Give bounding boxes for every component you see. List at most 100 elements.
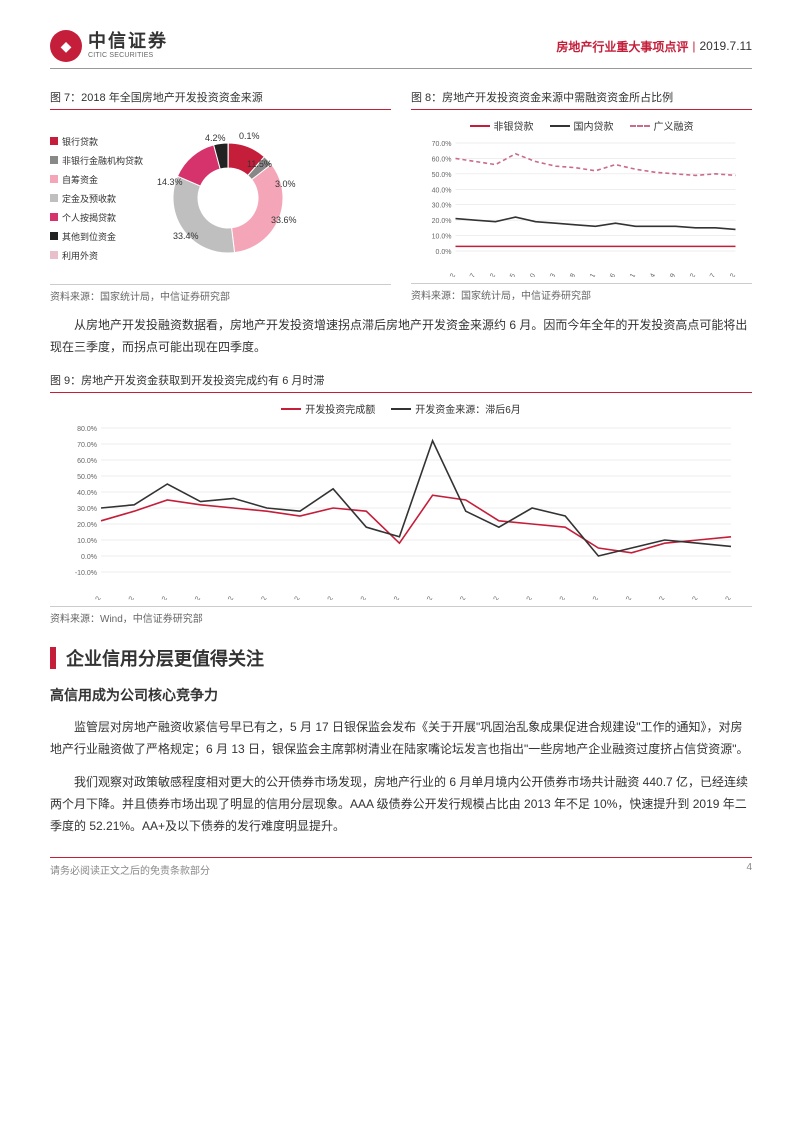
svg-text:-10.0%: -10.0% — [75, 570, 97, 577]
svg-text:1812: 1812 — [723, 272, 737, 277]
legend-item: 利用外资 — [50, 249, 143, 262]
svg-text:40.0%: 40.0% — [77, 490, 97, 497]
figure-7: 图 7：2018 年全国房地产开发投资资金来源 银行贷款非银行金融机构贷款自筹资… — [50, 89, 391, 303]
svg-text:10.0%: 10.0% — [77, 538, 97, 545]
page-header: 中信证券 CITIC SECURITIES 房地产行业重大事项点评 | 2019… — [50, 30, 752, 69]
svg-text:0202: 0202 — [155, 596, 169, 601]
svg-text:60.0%: 60.0% — [77, 458, 97, 465]
legend-item: 定金及预收款 — [50, 192, 143, 205]
legend-item: 自筹资金 — [50, 173, 143, 186]
svg-text:0102: 0102 — [122, 596, 136, 601]
donut-slice-label: 33.4% — [173, 231, 199, 241]
legend-item: 个人按揭贷款 — [50, 211, 143, 224]
page-footer: 请务必阅读正文之后的免责条款部分 4 — [50, 857, 752, 877]
donut-slice-label: 4.2% — [205, 133, 226, 143]
svg-text:0502: 0502 — [255, 596, 269, 601]
donut-slice-label: 33.6% — [271, 215, 297, 225]
svg-text:0002: 0002 — [89, 596, 103, 601]
svg-text:0.0%: 0.0% — [436, 249, 452, 256]
footer-disclaimer: 请务必阅读正文之后的免责条款部分 — [50, 862, 210, 877]
svg-text:20.0%: 20.0% — [77, 522, 97, 529]
header-separator: | — [692, 39, 695, 53]
svg-text:1802: 1802 — [683, 272, 697, 277]
svg-text:1902: 1902 — [719, 596, 733, 601]
svg-text:1602: 1602 — [619, 596, 633, 601]
section-bar-icon — [50, 647, 56, 669]
legend-item: 非银行金融机构贷款 — [50, 154, 143, 167]
svg-text:1312: 1312 — [483, 272, 497, 277]
svg-text:30.0%: 30.0% — [77, 506, 97, 513]
paragraph-1: 从房地产开发投融资数据看，房地产开发投资增速拐点滞后房地产开发资金来源约 6 月… — [50, 315, 752, 358]
svg-text:0702: 0702 — [321, 596, 335, 601]
fig8-source: 资料来源：国家统计局，中信证券研究部 — [411, 283, 752, 302]
donut-slice-label: 14.3% — [157, 177, 183, 187]
svg-text:1802: 1802 — [686, 596, 700, 601]
svg-text:1307: 1307 — [463, 272, 477, 277]
fig8-chart: 0.0% 10.0% 20.0% 30.0% 40.0% 50.0% 60.0% 70.0% 1… — [411, 137, 752, 277]
fig7-source: 资料来源：国家统计局，中信证券研究部 — [50, 284, 391, 303]
svg-text:10.0%: 10.0% — [432, 234, 452, 241]
fig9-chart: -10.0% 0.0% 10.0% 20.0% 30.0% 40.0% 50.0% 60.0%… — [50, 420, 752, 600]
fig7-donut: 11.5%3.0% 33.6% 33.4% 14.3% 4.2% 0.1% — [153, 123, 303, 273]
svg-text:1405: 1405 — [503, 272, 517, 277]
svg-text:1702: 1702 — [653, 596, 667, 601]
svg-text:1807: 1807 — [703, 272, 717, 277]
fig9-legend: 开发投资完成额 开发资金来源：滞后6月 — [50, 401, 752, 416]
donut-slice-label: 3.0% — [275, 179, 296, 189]
donut-slice-label: 0.1% — [239, 131, 260, 141]
page-number: 4 — [746, 862, 752, 877]
paragraph-3: 我们观察对政策敏感程度相对更大的公开债券市场发现，房地产行业的 6 月单月境内公… — [50, 772, 752, 837]
legend-item: 国内贷款 — [550, 118, 614, 133]
legend-item: 广义融资 — [630, 118, 694, 133]
svg-text:1502: 1502 — [586, 596, 600, 601]
svg-text:20.0%: 20.0% — [432, 218, 452, 225]
legend-item: 开发投资完成额 — [281, 401, 375, 416]
legend-item: 非银贷款 — [470, 118, 534, 133]
logo-text-en: CITIC SECURITIES — [88, 52, 168, 60]
svg-text:1402: 1402 — [553, 596, 567, 601]
header-title: 房地产行业重大事项点评 — [556, 38, 688, 55]
svg-text:1601: 1601 — [583, 272, 597, 277]
svg-text:30.0%: 30.0% — [432, 203, 452, 210]
legend-item: 其他到位资金 — [50, 230, 143, 243]
fig9-title: 图 9：房地产开发资金获取到开发投资完成约有 6 月时滞 — [50, 372, 752, 393]
svg-text:50.0%: 50.0% — [77, 474, 97, 481]
svg-text:1503: 1503 — [543, 272, 557, 277]
svg-text:70.0%: 70.0% — [77, 442, 97, 449]
svg-text:1002: 1002 — [420, 596, 434, 601]
fig7-title: 图 7：2018 年全国房地产开发投资资金来源 — [50, 89, 391, 110]
svg-text:0602: 0602 — [288, 596, 302, 601]
paragraph-2: 监管层对房地产融资收紧信号早已有之，5 月 17 日银保监会发布《关于开展"巩固… — [50, 717, 752, 760]
svg-text:1302: 1302 — [520, 596, 534, 601]
logo: 中信证券 CITIC SECURITIES — [50, 30, 168, 62]
svg-text:0902: 0902 — [387, 596, 401, 601]
svg-text:0802: 0802 — [354, 596, 368, 601]
legend-item: 银行贷款 — [50, 135, 143, 148]
svg-text:1611: 1611 — [624, 272, 638, 277]
svg-text:1202: 1202 — [487, 596, 501, 601]
figure-8: 图 8：房地产开发投资资金来源中需融资资金所占比例 非银贷款 国内贷款 广义融资 0… — [411, 89, 752, 303]
logo-icon — [50, 30, 82, 62]
svg-text:60.0%: 60.0% — [432, 156, 452, 163]
svg-text:50.0%: 50.0% — [432, 172, 452, 179]
svg-text:0.0%: 0.0% — [81, 554, 97, 561]
svg-text:70.0%: 70.0% — [432, 141, 452, 148]
fig7-legend: 银行贷款非银行金融机构贷款自筹资金定金及预收款个人按揭贷款其他到位资金利用外资 — [50, 135, 143, 262]
svg-text:1102: 1102 — [454, 596, 468, 601]
svg-text:1302: 1302 — [443, 272, 457, 277]
section-title: 企业信用分层更值得关注 — [66, 645, 264, 671]
svg-text:80.0%: 80.0% — [77, 426, 97, 433]
svg-text:40.0%: 40.0% — [432, 187, 452, 194]
svg-text:1508: 1508 — [563, 272, 577, 277]
donut-slice-label: 11.5% — [247, 159, 272, 169]
section-header: 企业信用分层更值得关注 — [50, 645, 752, 671]
svg-text:1410: 1410 — [523, 272, 537, 277]
fig9-source: 资料来源：Wind，中信证券研究部 — [50, 606, 752, 625]
svg-text:1709: 1709 — [663, 272, 677, 277]
legend-item: 开发资金来源：滞后6月 — [391, 401, 521, 416]
svg-text:1704: 1704 — [643, 272, 657, 277]
header-date: 2019.7.11 — [700, 39, 753, 53]
subsection-title: 高信用成为公司核心竞争力 — [50, 685, 752, 705]
figure-9: 图 9：房地产开发资金获取到开发投资完成约有 6 月时滞 开发投资完成额 开发资金… — [50, 372, 752, 625]
fig8-title: 图 8：房地产开发投资资金来源中需融资资金所占比例 — [411, 89, 752, 110]
